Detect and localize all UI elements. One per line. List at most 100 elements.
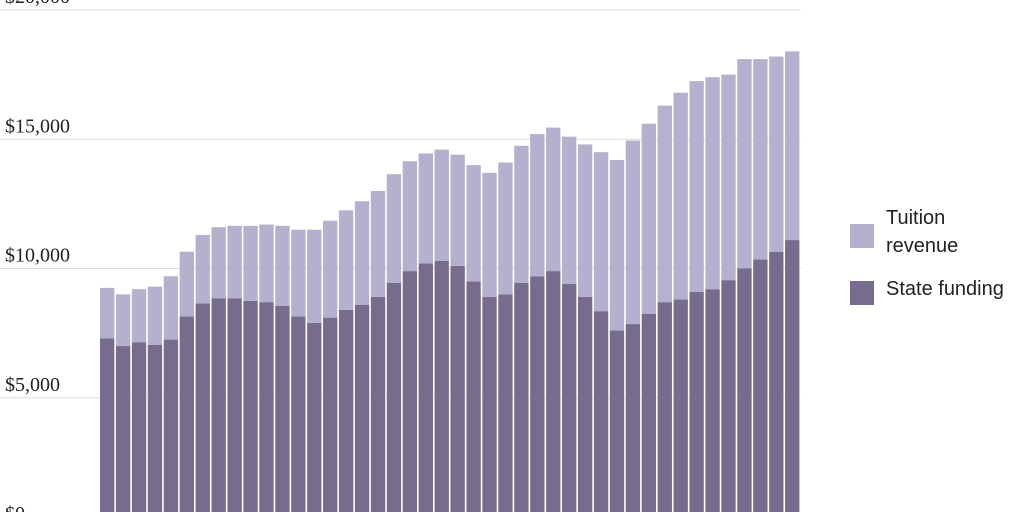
bar-state-funding xyxy=(434,260,449,512)
bar-tuition-revenue xyxy=(386,174,402,283)
bar-state-funding xyxy=(577,296,593,512)
bar-tuition-revenue xyxy=(737,59,752,269)
bar-tuition-revenue xyxy=(689,81,704,292)
bar-tuition-revenue xyxy=(625,140,641,325)
bar-state-funding xyxy=(785,240,800,512)
bar-state-funding xyxy=(689,291,704,512)
bar-state-funding xyxy=(418,263,433,512)
bar-tuition-revenue xyxy=(482,172,497,297)
legend-swatch-tuition xyxy=(850,224,874,248)
bar-state-funding xyxy=(721,280,736,512)
bar-tuition-revenue xyxy=(530,134,545,277)
bar-tuition-revenue xyxy=(195,234,210,304)
y-tick-label: $20,000 xyxy=(5,0,70,8)
bar-tuition-revenue xyxy=(227,225,242,299)
bar-state-funding xyxy=(530,276,545,512)
y-tick-label: $15,000 xyxy=(5,115,70,137)
bar-state-funding xyxy=(546,271,561,512)
bar-state-funding xyxy=(562,284,577,512)
bar-state-funding xyxy=(291,316,306,512)
legend-label-state: State funding xyxy=(886,278,1004,300)
bar-state-funding xyxy=(705,289,720,512)
bar-tuition-revenue xyxy=(546,127,561,272)
bar-state-funding xyxy=(195,303,210,512)
bar-state-funding xyxy=(100,338,115,512)
bar-tuition-revenue xyxy=(514,145,529,283)
bar-tuition-revenue xyxy=(466,165,481,282)
bar-state-funding xyxy=(498,294,513,512)
bars xyxy=(100,51,800,512)
bar-state-funding xyxy=(259,302,274,512)
bar-tuition-revenue xyxy=(769,56,784,252)
legend-swatch-state xyxy=(850,281,874,305)
bar-tuition-revenue xyxy=(291,229,306,317)
bar-state-funding xyxy=(386,282,402,512)
bar-state-funding xyxy=(338,309,354,512)
bar-state-funding xyxy=(115,346,131,512)
y-tick-label: $0 xyxy=(5,503,25,512)
bar-tuition-revenue xyxy=(323,220,338,318)
bar-tuition-revenue xyxy=(402,161,418,272)
bar-tuition-revenue xyxy=(259,224,274,303)
bar-state-funding xyxy=(625,324,641,512)
bar-tuition-revenue xyxy=(418,153,433,264)
bar-state-funding xyxy=(131,342,147,512)
bar-state-funding xyxy=(307,322,322,512)
bar-tuition-revenue xyxy=(275,225,290,306)
legend-label-state-line1: State funding xyxy=(886,278,1004,300)
bar-state-funding xyxy=(354,304,370,512)
bar-tuition-revenue xyxy=(641,123,657,314)
bar-tuition-revenue xyxy=(354,201,370,305)
bar-state-funding xyxy=(243,300,258,512)
bar-state-funding xyxy=(466,281,481,512)
bar-state-funding xyxy=(482,296,497,512)
bar-state-funding xyxy=(163,339,179,512)
bar-state-funding xyxy=(673,299,688,512)
legend: Tuition revenue State funding xyxy=(850,207,1004,305)
bar-tuition-revenue xyxy=(163,276,179,340)
bar-tuition-revenue xyxy=(243,225,258,301)
bar-state-funding xyxy=(737,268,752,512)
bar-state-funding xyxy=(179,316,194,512)
bar-tuition-revenue xyxy=(785,51,800,241)
bar-state-funding xyxy=(657,302,672,512)
bar-state-funding xyxy=(211,298,226,512)
bar-tuition-revenue xyxy=(577,144,593,297)
bar-state-funding xyxy=(641,313,657,512)
bar-tuition-revenue xyxy=(562,136,577,285)
bar-tuition-revenue xyxy=(593,152,609,312)
bar-tuition-revenue xyxy=(370,190,386,297)
bar-tuition-revenue xyxy=(100,287,115,339)
bar-tuition-revenue xyxy=(338,210,354,310)
bar-state-funding xyxy=(769,251,784,512)
bar-state-funding xyxy=(275,305,290,512)
bar-tuition-revenue xyxy=(147,286,163,345)
bar-tuition-revenue xyxy=(307,229,322,323)
bar-tuition-revenue xyxy=(609,159,625,331)
bar-state-funding xyxy=(609,330,625,512)
bar-state-funding xyxy=(227,298,242,512)
bar-tuition-revenue xyxy=(705,77,720,290)
bar-tuition-revenue xyxy=(657,105,672,303)
bar-state-funding xyxy=(753,259,768,512)
bar-tuition-revenue xyxy=(753,59,768,260)
legend-label-tuition-line2: revenue xyxy=(886,235,958,257)
bar-tuition-revenue xyxy=(179,251,194,317)
bar-state-funding xyxy=(323,317,338,512)
bar-tuition-revenue xyxy=(498,162,513,295)
bar-state-funding xyxy=(147,344,163,512)
bar-tuition-revenue xyxy=(450,154,465,266)
y-axis: $0 $5,000 $10,000 $15,000 $20,000 xyxy=(5,0,70,512)
bar-state-funding xyxy=(514,282,529,512)
bar-tuition-revenue xyxy=(131,289,147,343)
bar-tuition-revenue xyxy=(434,149,449,261)
bar-state-funding xyxy=(450,265,465,512)
bar-tuition-revenue xyxy=(721,74,736,281)
legend-label-tuition-line1: Tuition xyxy=(886,207,945,229)
y-tick-label: $10,000 xyxy=(5,245,70,267)
bar-tuition-revenue xyxy=(673,92,688,300)
bar-tuition-revenue xyxy=(211,227,226,299)
legend-label-tuition: Tuition revenue xyxy=(886,207,958,257)
y-tick-label: $5,000 xyxy=(5,374,60,396)
